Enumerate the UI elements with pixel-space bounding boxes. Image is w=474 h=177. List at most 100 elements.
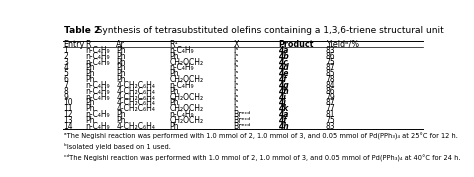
Text: 14: 14	[64, 122, 73, 130]
Text: Ph: Ph	[116, 52, 126, 61]
Text: Ph: Ph	[169, 122, 179, 130]
Text: 83: 83	[326, 46, 335, 55]
Text: 86: 86	[326, 52, 335, 61]
Text: 84: 84	[326, 81, 335, 90]
Text: 2: 2	[64, 52, 68, 61]
Text: n-C₄H₉: n-C₄H₉	[86, 93, 110, 101]
Text: Synthesis of tetrasubstituted olefins containing a 1,3,6-triene structural unit: Synthesis of tetrasubstituted olefins co…	[88, 26, 443, 35]
Text: 4b: 4b	[278, 52, 289, 61]
Text: R: R	[86, 40, 91, 49]
Text: Ph: Ph	[169, 87, 179, 96]
Text: 4i: 4i	[278, 93, 286, 101]
Text: Entry: Entry	[64, 40, 85, 49]
Text: Ph: Ph	[116, 64, 126, 73]
Text: Iᵃ: Iᵃ	[234, 98, 239, 107]
Text: Ph: Ph	[116, 116, 126, 125]
Text: 4-CH₂C₆H₄: 4-CH₂C₆H₄	[116, 98, 155, 107]
Text: 4-CH₂C₆H₄: 4-CH₂C₆H₄	[116, 122, 155, 130]
Text: 13: 13	[64, 116, 73, 125]
Text: 4f: 4f	[278, 116, 286, 125]
Text: 4g: 4g	[278, 81, 289, 90]
Text: 85: 85	[326, 69, 335, 78]
Text: 10: 10	[64, 98, 73, 107]
Text: R¹: R¹	[169, 40, 178, 49]
Text: 4k: 4k	[278, 104, 288, 113]
Text: 4h: 4h	[278, 122, 289, 130]
Text: n-C₄H₉: n-C₄H₉	[86, 46, 110, 55]
Text: n-C₄H₉: n-C₄H₉	[169, 64, 194, 73]
Text: ᶜᵈThe Negishi reaction was performed with 1.0 mmol of 2, 1.0 mmol of 3, and 0.05: ᶜᵈThe Negishi reaction was performed wit…	[64, 153, 460, 161]
Text: Ar: Ar	[116, 40, 125, 49]
Text: 7: 7	[64, 81, 69, 90]
Text: Iᵃ: Iᵃ	[234, 81, 239, 90]
Text: CH₂OCH₂: CH₂OCH₂	[169, 93, 203, 101]
Text: 4-CH₂C₆H₄: 4-CH₂C₆H₄	[116, 93, 155, 101]
Text: 79: 79	[326, 93, 335, 101]
Text: X: X	[234, 40, 239, 49]
Text: n-C₄H₉: n-C₄H₉	[86, 110, 110, 119]
Text: Iᵃ: Iᵃ	[234, 46, 239, 55]
Text: 78: 78	[326, 75, 335, 84]
Text: Ph: Ph	[86, 116, 95, 125]
Text: 4a: 4a	[278, 46, 288, 55]
Text: Ph: Ph	[169, 52, 179, 61]
Text: 4-CH₂C₆H₄: 4-CH₂C₆H₄	[116, 81, 155, 90]
Text: CH₂OCH₂: CH₂OCH₂	[169, 116, 203, 125]
Text: 4f: 4f	[278, 75, 286, 84]
Text: Iᵃ: Iᵃ	[234, 87, 239, 96]
Text: 4h: 4h	[278, 87, 289, 96]
Text: Iᵃ: Iᵃ	[234, 52, 239, 61]
Text: ᵃThe Negishi reaction was performed with 1.0 mmol of 2, 1.0 mmol of 3, and 0.05 : ᵃThe Negishi reaction was performed with…	[64, 133, 457, 140]
Text: Ph: Ph	[116, 58, 126, 67]
Text: 4-CH₂C₆H₄: 4-CH₂C₆H₄	[116, 87, 155, 96]
Text: 6: 6	[64, 75, 69, 84]
Text: Iᵃ: Iᵃ	[234, 93, 239, 101]
Text: Brᵉᶜᵈ: Brᵉᶜᵈ	[234, 110, 251, 119]
Text: Ph: Ph	[86, 64, 95, 73]
Text: 12: 12	[64, 110, 73, 119]
Text: 4a: 4a	[278, 110, 288, 119]
Text: CH₂OCH₂: CH₂OCH₂	[169, 75, 203, 84]
Text: 87: 87	[326, 64, 335, 73]
Text: n-C₄H₉: n-C₄H₉	[86, 122, 110, 130]
Text: n-C₄H₉: n-C₄H₉	[86, 52, 110, 61]
Text: CH₂OCH₂: CH₂OCH₂	[169, 104, 203, 113]
Text: Iᵃ: Iᵃ	[234, 58, 239, 67]
Text: 75: 75	[326, 58, 335, 67]
Text: Ph: Ph	[86, 75, 95, 84]
Text: Product: Product	[278, 40, 313, 49]
Text: 81: 81	[326, 110, 335, 119]
Text: Ph: Ph	[116, 110, 126, 119]
Text: 87: 87	[326, 98, 335, 107]
Text: Ph: Ph	[86, 98, 95, 107]
Text: Ph: Ph	[169, 69, 179, 78]
Text: 4: 4	[64, 64, 69, 73]
Text: Ph: Ph	[86, 69, 95, 78]
Text: 4d: 4d	[278, 64, 289, 73]
Text: Brᵉᶜᵈ: Brᵉᶜᵈ	[234, 122, 251, 130]
Text: Ph: Ph	[116, 46, 126, 55]
Text: Table 2: Table 2	[64, 26, 100, 35]
Text: Ph: Ph	[169, 98, 179, 107]
Text: Ph: Ph	[116, 69, 126, 78]
Text: ᵇIsolated yield based on 1 used.: ᵇIsolated yield based on 1 used.	[64, 143, 171, 150]
Text: Ph: Ph	[116, 75, 126, 84]
Text: n-C₄H₉: n-C₄H₉	[169, 81, 194, 90]
Text: Brᵉᶜᵈ: Brᵉᶜᵈ	[234, 116, 251, 125]
Text: n-C₄H₉: n-C₄H₉	[86, 81, 110, 90]
Text: CH₂OCH₂: CH₂OCH₂	[169, 58, 203, 67]
Text: 9: 9	[64, 93, 69, 101]
Text: 4c: 4c	[278, 58, 288, 67]
Text: 83: 83	[326, 122, 335, 130]
Text: 86: 86	[326, 87, 335, 96]
Text: Ph: Ph	[86, 104, 95, 113]
Text: n-C₄H₉: n-C₄H₉	[169, 46, 194, 55]
Text: Iᵃ: Iᵃ	[234, 104, 239, 113]
Text: 5: 5	[64, 69, 69, 78]
Text: 75: 75	[326, 116, 335, 125]
Text: 3: 3	[64, 58, 69, 67]
Text: Iᵃ: Iᵃ	[234, 69, 239, 78]
Text: 1: 1	[64, 46, 68, 55]
Text: n-C₄H₉: n-C₄H₉	[86, 58, 110, 67]
Text: Yieldᵇ/%: Yieldᵇ/%	[326, 40, 359, 49]
